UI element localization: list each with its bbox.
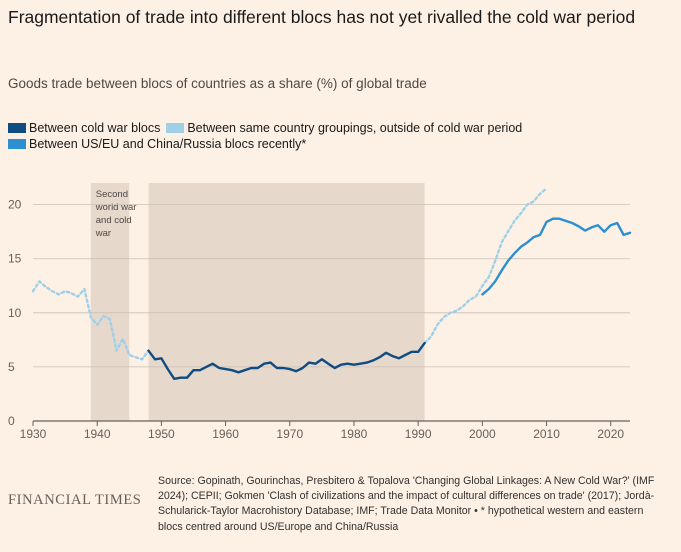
series-line-0-segment-0 xyxy=(31,280,150,361)
x-tick-label-1930: 1930 xyxy=(20,427,47,441)
line-chart: Second world war and cold war 0 5 10 15 20 1930 19… xyxy=(8,183,632,441)
x-tick-label-1990: 1990 xyxy=(405,427,432,441)
shaded-period-1 xyxy=(148,183,425,421)
annotation-text: Second world war and cold war xyxy=(95,189,137,239)
x-tick-label-2010: 2010 xyxy=(533,427,560,441)
legend-swatch-recent xyxy=(8,139,26,149)
chart-title: Fragmentation of trade into different bl… xyxy=(8,7,636,27)
y-tick-label-15: 15 xyxy=(8,252,22,266)
y-tick-label-20: 20 xyxy=(8,198,22,212)
x-tick-label-1940: 1940 xyxy=(84,427,111,441)
x-tick-label-1960: 1960 xyxy=(212,427,239,441)
legend-row-1: Between cold war blocs Between same coun… xyxy=(8,121,525,135)
series-line-2-segment-0 xyxy=(481,217,632,296)
legend-item-same-groupings: Between same country groupings, outside … xyxy=(166,121,522,135)
y-tick-label-10: 10 xyxy=(8,306,22,320)
legend-label-same-groupings: Between same country groupings, outside … xyxy=(187,121,523,135)
legend-label-cold-war: Between cold war blocs xyxy=(29,121,161,135)
chart-subtitle: Goods trade between blocs of countries a… xyxy=(8,76,427,91)
legend-row-2: Between US/EU and China/Russia blocs rec… xyxy=(8,137,309,151)
ft-logo: FINANCIAL TIMES xyxy=(8,492,142,508)
legend-item-cold-war: Between cold war blocs xyxy=(8,121,160,135)
legend-label-recent: Between US/EU and China/Russia blocs rec… xyxy=(29,137,307,151)
legend-swatch-same-groupings xyxy=(166,123,185,133)
shaded-period-0 xyxy=(90,183,130,421)
legend-swatch-cold-war xyxy=(8,123,26,133)
y-tick-label-5: 5 xyxy=(8,360,15,374)
y-tick-label-0: 0 xyxy=(8,414,15,428)
series-line-0-segment-1 xyxy=(423,187,548,345)
x-tick-label-2000: 2000 xyxy=(469,427,496,441)
x-tick-label-1980: 1980 xyxy=(341,427,368,441)
source-note: Source: Gopinath, Gourinchas, Presbitero… xyxy=(158,475,655,533)
x-tick-label-2020: 2020 xyxy=(597,427,624,441)
series-line-1-segment-0 xyxy=(147,341,426,380)
x-tick-label-1970: 1970 xyxy=(276,427,303,441)
x-tick-label-1950: 1950 xyxy=(148,427,175,441)
legend-item-recent: Between US/EU and China/Russia blocs rec… xyxy=(8,137,306,151)
